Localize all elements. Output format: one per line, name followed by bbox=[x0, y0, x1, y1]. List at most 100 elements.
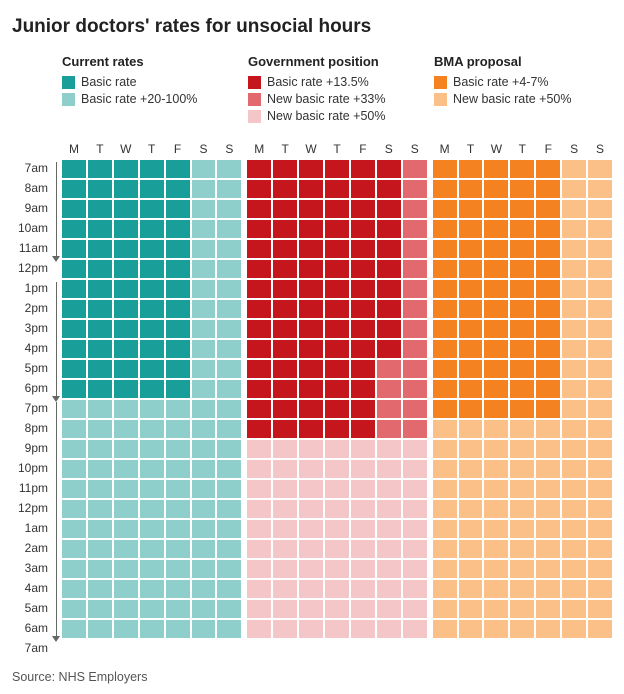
heatmap-cell bbox=[484, 380, 508, 398]
heatmap-row bbox=[433, 558, 612, 578]
heatmap-cell bbox=[377, 600, 401, 618]
heatmap-cell bbox=[403, 260, 427, 278]
heatmap-cell bbox=[114, 560, 138, 578]
hour-label: 1pm bbox=[12, 278, 62, 298]
heatmap-row bbox=[247, 378, 426, 398]
heatmap-cell bbox=[247, 360, 271, 378]
heatmap-cell bbox=[88, 220, 112, 238]
heatmap-cell bbox=[433, 180, 457, 198]
heatmap-cell bbox=[351, 520, 375, 538]
heatmap-row bbox=[62, 458, 241, 478]
heatmap-cell bbox=[273, 440, 297, 458]
heatmap-cell bbox=[588, 540, 612, 558]
heatmap-row bbox=[62, 498, 241, 518]
heatmap-cell bbox=[166, 200, 190, 218]
heatmap-cell bbox=[62, 500, 86, 518]
heatmap-panels: MTWTFSSMTWTFSSMTWTFSS bbox=[62, 140, 612, 658]
heatmap-cell bbox=[247, 320, 271, 338]
heatmap-cell bbox=[62, 340, 86, 358]
heatmap-cell bbox=[403, 500, 427, 518]
heatmap-cell bbox=[351, 580, 375, 598]
heatmap-cell bbox=[459, 600, 483, 618]
heatmap-cell bbox=[325, 600, 349, 618]
heatmap-cell bbox=[588, 460, 612, 478]
heatmap-cell bbox=[247, 440, 271, 458]
heatmap-cell bbox=[459, 240, 483, 258]
heatmap-cell bbox=[140, 180, 164, 198]
heatmap-cell bbox=[377, 400, 401, 418]
heatmap-row bbox=[433, 318, 612, 338]
heatmap-cell bbox=[166, 320, 190, 338]
heatmap-cell bbox=[377, 280, 401, 298]
heatmap-cell bbox=[217, 580, 241, 598]
heatmap-cell bbox=[562, 580, 586, 598]
heatmap-panel: MTWTFSS bbox=[247, 140, 426, 658]
heatmap-cell bbox=[351, 400, 375, 418]
heatmap-cell bbox=[325, 300, 349, 318]
heatmap-row bbox=[62, 398, 241, 418]
heatmap-cell bbox=[62, 160, 86, 178]
hour-label: 6am bbox=[12, 618, 62, 638]
heatmap-cell bbox=[377, 200, 401, 218]
heatmap-row bbox=[433, 398, 612, 418]
heatmap-cell bbox=[299, 160, 323, 178]
heatmap-cell bbox=[433, 220, 457, 238]
day-header: M bbox=[433, 142, 457, 156]
heatmap-cell bbox=[62, 560, 86, 578]
heatmap-row bbox=[433, 158, 612, 178]
heatmap-cell bbox=[459, 480, 483, 498]
heatmap-cell bbox=[217, 420, 241, 438]
heatmap-cell bbox=[325, 160, 349, 178]
heatmap-cell bbox=[325, 440, 349, 458]
heatmap-cell bbox=[562, 280, 586, 298]
heatmap-cell bbox=[484, 620, 508, 638]
heatmap-cell bbox=[536, 360, 560, 378]
heatmap-row bbox=[62, 518, 241, 538]
heatmap-cell bbox=[588, 340, 612, 358]
heatmap-row bbox=[62, 178, 241, 198]
heatmap-cell bbox=[88, 560, 112, 578]
heatmap-cell bbox=[459, 420, 483, 438]
heatmap-cell bbox=[377, 500, 401, 518]
heatmap-cell bbox=[325, 240, 349, 258]
heatmap-cell bbox=[536, 300, 560, 318]
heatmap-cell bbox=[588, 320, 612, 338]
heatmap-cell bbox=[325, 400, 349, 418]
day-header: S bbox=[403, 142, 427, 156]
heatmap-cell bbox=[484, 520, 508, 538]
heatmap-cell bbox=[299, 240, 323, 258]
heatmap-row bbox=[62, 298, 241, 318]
heatmap-cell bbox=[299, 180, 323, 198]
heatmap-row bbox=[433, 478, 612, 498]
heatmap-cell bbox=[273, 540, 297, 558]
heatmap-cell bbox=[273, 380, 297, 398]
heatmap-cell bbox=[88, 260, 112, 278]
day-header-row: MTWTFSS bbox=[62, 140, 241, 158]
heatmap-cell bbox=[351, 560, 375, 578]
legend-label: Basic rate bbox=[81, 75, 137, 89]
heatmap-cell bbox=[562, 420, 586, 438]
heatmap-cell bbox=[459, 320, 483, 338]
heatmap-cell bbox=[403, 480, 427, 498]
heatmap-cell bbox=[140, 420, 164, 438]
heatmap-cell bbox=[88, 320, 112, 338]
heatmap-cell bbox=[114, 460, 138, 478]
hour-label: 2am bbox=[12, 538, 62, 558]
heatmap-cell bbox=[273, 320, 297, 338]
legend-item: New basic rate +50% bbox=[248, 109, 426, 123]
heatmap-cell bbox=[247, 340, 271, 358]
heatmap-cell bbox=[562, 540, 586, 558]
heatmap-cell bbox=[247, 480, 271, 498]
heatmap-cell bbox=[325, 560, 349, 578]
day-header: T bbox=[325, 142, 349, 156]
heatmap-cell bbox=[562, 320, 586, 338]
heatmap-cell bbox=[562, 460, 586, 478]
heatmap-cell bbox=[588, 620, 612, 638]
heatmap-cell bbox=[88, 420, 112, 438]
heatmap-cell bbox=[88, 580, 112, 598]
heatmap-cell bbox=[140, 340, 164, 358]
legend-title: BMA proposal bbox=[434, 54, 612, 69]
heatmap-cell bbox=[433, 540, 457, 558]
heatmap-cell bbox=[562, 480, 586, 498]
heatmap-cell bbox=[217, 340, 241, 358]
